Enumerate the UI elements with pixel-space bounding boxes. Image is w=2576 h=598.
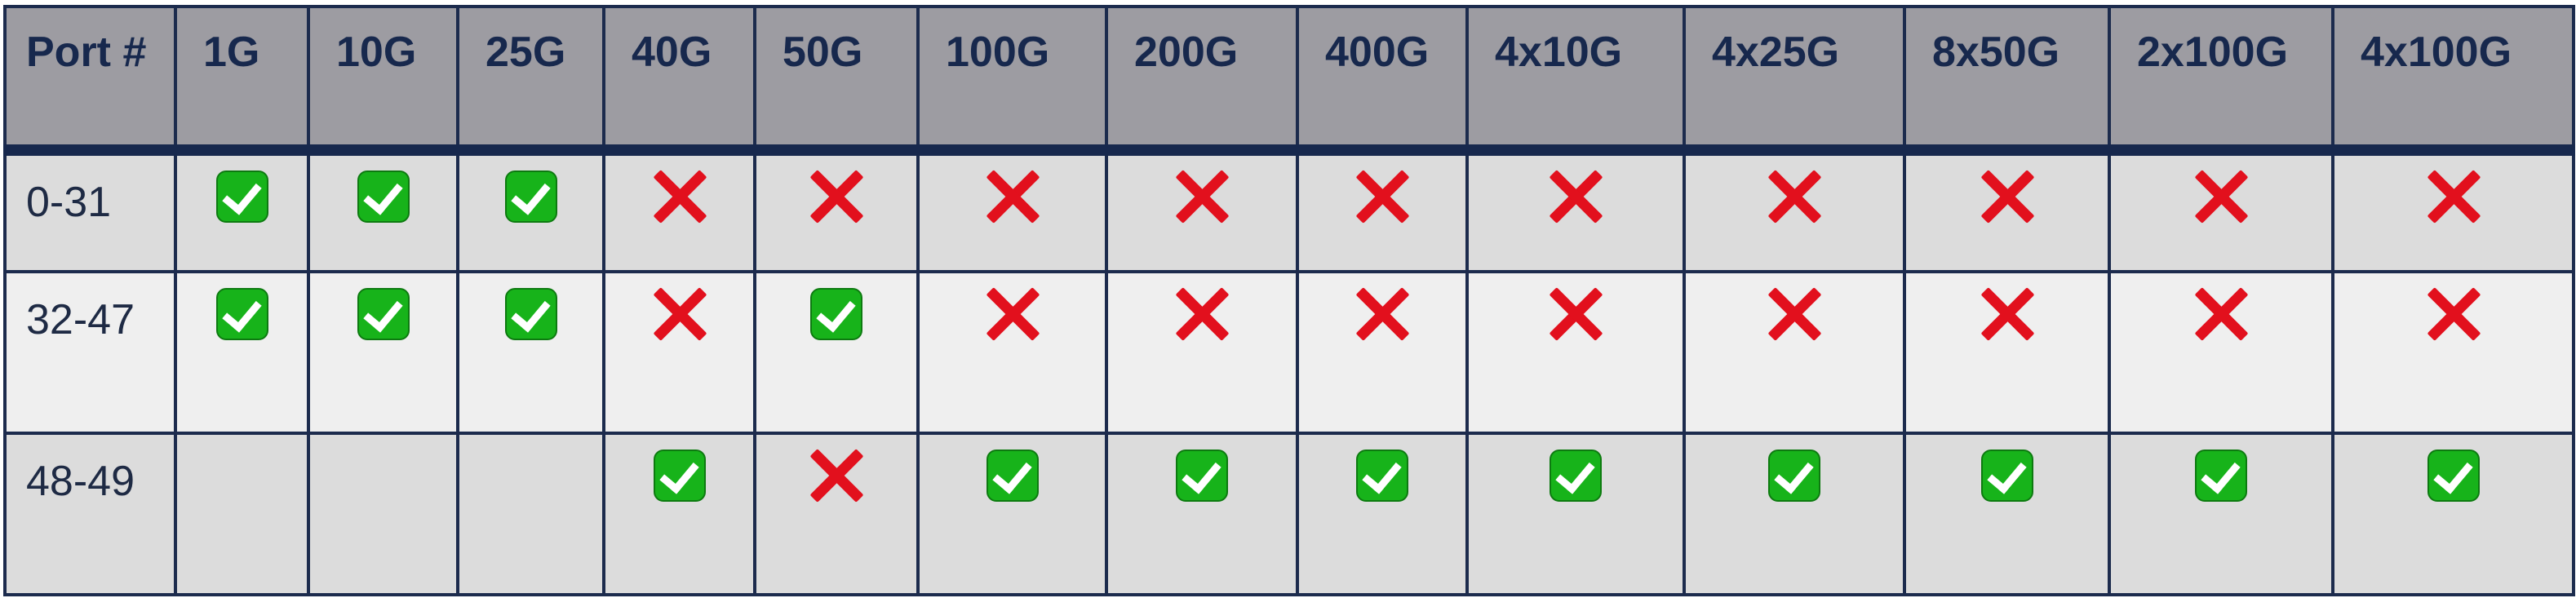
support-cell [2331, 270, 2575, 435]
support-cell [174, 148, 310, 273]
support-cell [1465, 432, 1686, 596]
green-check-icon [1980, 450, 2033, 502]
red-cross-icon [1978, 285, 2037, 343]
green-check-icon [1768, 450, 1820, 502]
support-cell [1296, 432, 1469, 596]
green-check-icon [2195, 450, 2247, 502]
table-row: 32-47 [3, 270, 2575, 435]
red-cross-icon [1546, 167, 1605, 226]
green-check-icon [1550, 450, 1602, 502]
red-cross-icon [1353, 285, 1412, 343]
support-cell [2108, 432, 2334, 596]
green-check-icon [504, 288, 557, 340]
red-cross-icon [1978, 167, 2037, 226]
green-check-icon [2427, 450, 2480, 502]
support-cell [174, 270, 310, 435]
support-cell [602, 148, 756, 273]
header-25g: 25G [456, 5, 605, 156]
support-cell [1683, 148, 1906, 273]
support-cell [1903, 270, 2111, 435]
support-cell [2331, 432, 2575, 596]
red-cross-icon [2192, 167, 2250, 226]
support-cell [753, 148, 920, 273]
red-cross-icon [807, 167, 866, 226]
header-1g: 1G [174, 5, 310, 156]
support-cell [456, 148, 605, 273]
red-cross-icon [1765, 167, 1824, 226]
support-cell [1903, 432, 2111, 596]
green-check-icon [986, 450, 1039, 502]
support-cell [753, 432, 920, 596]
header-4x10g: 4x10G [1465, 5, 1686, 156]
green-check-icon [504, 171, 557, 223]
header-2x100g: 2x100G [2108, 5, 2334, 156]
header-4x100g: 4x100G [2331, 5, 2575, 156]
green-check-icon [215, 288, 268, 340]
header-port: Port # [3, 5, 177, 156]
support-cell [456, 432, 605, 596]
red-cross-icon [2424, 167, 2483, 226]
support-cell [307, 432, 459, 596]
red-cross-icon [2424, 285, 2483, 343]
port-speed-support-table: Port # 1G 10G 25G 40G 50G 100G 200G 400G… [3, 5, 2575, 596]
support-cell [1903, 148, 2111, 273]
header-400g: 400G [1296, 5, 1469, 156]
red-cross-icon [1353, 167, 1412, 226]
support-cell [307, 270, 459, 435]
header-40g: 40G [602, 5, 756, 156]
header-50g: 50G [753, 5, 920, 156]
green-check-icon [215, 171, 268, 223]
support-cell [2108, 270, 2334, 435]
header-8x50g: 8x50G [1903, 5, 2111, 156]
support-cell [2108, 148, 2334, 273]
green-check-icon [1176, 450, 1228, 502]
port-range-cell: 0-31 [3, 148, 177, 273]
support-cell [2331, 148, 2575, 273]
support-cell [1683, 432, 1906, 596]
red-cross-icon [1765, 285, 1824, 343]
red-cross-icon [983, 167, 1042, 226]
header-100g: 100G [916, 5, 1108, 156]
red-cross-icon [1546, 285, 1605, 343]
table-row: 0-31 [3, 148, 2575, 273]
support-cell [1465, 270, 1686, 435]
red-cross-icon [650, 167, 709, 226]
red-cross-icon [983, 285, 1042, 343]
header-10g: 10G [307, 5, 459, 156]
green-check-icon [357, 171, 410, 223]
support-cell [1105, 148, 1299, 273]
support-cell [1683, 270, 1906, 435]
red-cross-icon [1173, 285, 1231, 343]
red-cross-icon [807, 446, 866, 505]
green-check-icon [357, 288, 410, 340]
support-cell [602, 432, 756, 596]
red-cross-icon [2192, 285, 2250, 343]
red-cross-icon [1173, 167, 1231, 226]
support-cell [916, 148, 1108, 273]
support-cell [753, 270, 920, 435]
support-cell [307, 148, 459, 273]
support-cell [174, 432, 310, 596]
speed-matrix: Port # 1G 10G 25G 40G 50G 100G 200G 400G… [3, 5, 2575, 596]
port-range-cell: 48-49 [3, 432, 177, 596]
support-cell [1105, 432, 1299, 596]
green-check-icon [1356, 450, 1408, 502]
support-cell [1296, 270, 1469, 435]
green-check-icon [810, 288, 862, 340]
support-cell [602, 270, 756, 435]
table-row: 48-49 [3, 432, 2575, 596]
support-cell [916, 270, 1108, 435]
support-cell [1105, 270, 1299, 435]
support-cell [1465, 148, 1686, 273]
header-4x25g: 4x25G [1683, 5, 1906, 156]
support-cell [916, 432, 1108, 596]
support-cell [1296, 148, 1469, 273]
support-cell [456, 270, 605, 435]
header-200g: 200G [1105, 5, 1299, 156]
red-cross-icon [650, 285, 709, 343]
green-check-icon [653, 450, 706, 502]
header-row: Port # 1G 10G 25G 40G 50G 100G 200G 400G… [3, 5, 2575, 156]
table-body: 0-31 32-47 48-49 [3, 148, 2575, 596]
port-range-cell: 32-47 [3, 270, 177, 435]
